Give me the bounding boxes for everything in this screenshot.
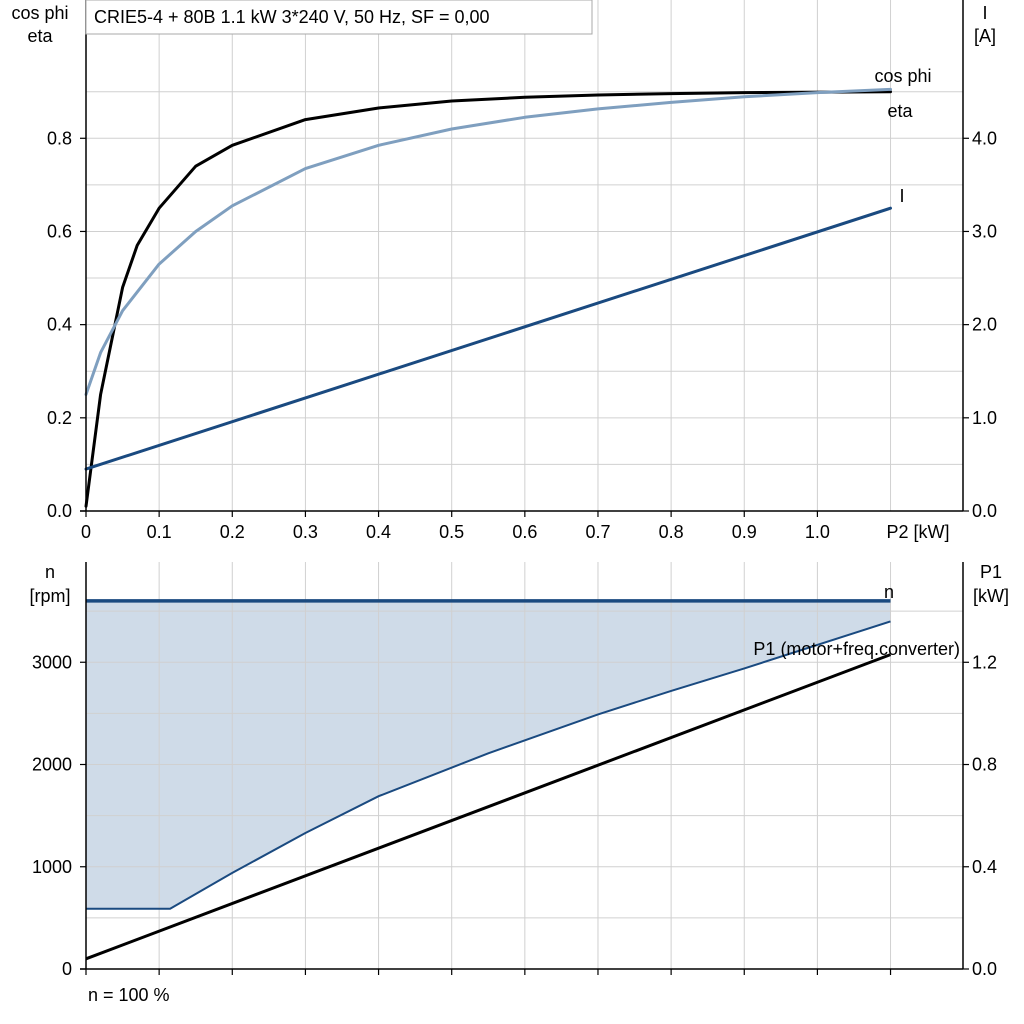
title-box [85, 0, 593, 35]
top-right-ylabel-1: I [982, 3, 987, 23]
top-right-y-tick-label: 1.0 [972, 408, 997, 428]
bottom-right-y-tick-label: 0.0 [972, 959, 997, 979]
top-x-tick-label: 0.5 [439, 522, 464, 542]
current-series-label: I [899, 186, 904, 206]
bottom-left-y-tick-label: 2000 [32, 755, 72, 775]
p1-curve [85, 653, 892, 961]
top-x-tick-label: 0.9 [732, 522, 757, 542]
bottom-right-ylabel-1: P1 [980, 562, 1002, 582]
bottom-left-ylabel-2: [rpm] [29, 586, 70, 606]
top-x-tick-label: 0.4 [366, 522, 391, 542]
bottom-left-y-tick-label: 0 [62, 959, 72, 979]
speed-note: n = 100 % [88, 985, 170, 1005]
bottom-right-y-tick-label: 0.8 [972, 755, 997, 775]
top-right-y-tick-label: 0.0 [972, 501, 997, 521]
top-right-y-tick-label: 4.0 [972, 128, 997, 148]
top-left-y-tick-label: 0.6 [47, 221, 72, 241]
p1-series-label: P1 (motor+freq.converter) [753, 639, 960, 659]
top-x-tick-label: 0 [81, 522, 91, 542]
top-right-y-tick-label: 3.0 [972, 221, 997, 241]
top-x-tick-label: 1.0 [805, 522, 830, 542]
top-left-ylabel-1: cos phi [11, 3, 68, 23]
bottom-left-ylabel-1: n [45, 562, 55, 582]
bottom-right-y-tick-label: 1.2 [972, 652, 997, 672]
top-x-tick-label: 0.1 [147, 522, 172, 542]
chart-title: CRIE5-4 + 80B 1.1 kW 3*240 V, 50 Hz, SF … [94, 7, 490, 27]
top-x-tick-label: 0.3 [293, 522, 318, 542]
top-right-ylabel-2: [A] [974, 26, 996, 46]
top-x-tick-label: 0.7 [585, 522, 610, 542]
top-x-axis-label: P2 [kW] [886, 522, 949, 542]
bottom-right-ylabel-2: [kW] [973, 586, 1009, 606]
top-chart: 0 0.1 0.2 0.3 0.4 0.5 0.6 0.7 0.8 0.9 1.0 0.0 0.2 0.4… [11, 0, 997, 542]
cos-phi-series-label: cos phi [874, 66, 931, 86]
bottom-left-y-tick-label: 1000 [32, 857, 72, 877]
top-left-y-tick-label: 0.0 [47, 501, 72, 521]
top-x-tick-label: 0.6 [512, 522, 537, 542]
bottom-right-y-tick-label: 0.4 [972, 857, 997, 877]
top-left-y-tick-label: 0.2 [47, 408, 72, 428]
top-left-ylabel-2: eta [27, 26, 53, 46]
bottom-left-y-tick-label: 3000 [32, 652, 72, 672]
eta-series-label: eta [887, 101, 913, 121]
min-speed-curve [86, 620, 891, 910]
top-left-y-tick-label: 0.4 [47, 315, 72, 335]
top-right-y-tick-label: 2.0 [972, 315, 997, 335]
eta-curve [84, 90, 892, 508]
cos-phi-curve [84, 87, 892, 396]
top-x-tick-label: 0.8 [659, 522, 684, 542]
top-left-y-tick-label: 0.8 [47, 128, 72, 148]
current-curve [84, 206, 892, 471]
speed-series-label: n [884, 582, 894, 602]
operating-range-area [86, 600, 891, 909]
bottom-chart: 0 1000 2000 3000 0.0 0.4 0.8 1.2 n [rpm] P1 [kW… [29, 562, 1009, 1005]
top-x-tick-label: 0.2 [220, 522, 245, 542]
